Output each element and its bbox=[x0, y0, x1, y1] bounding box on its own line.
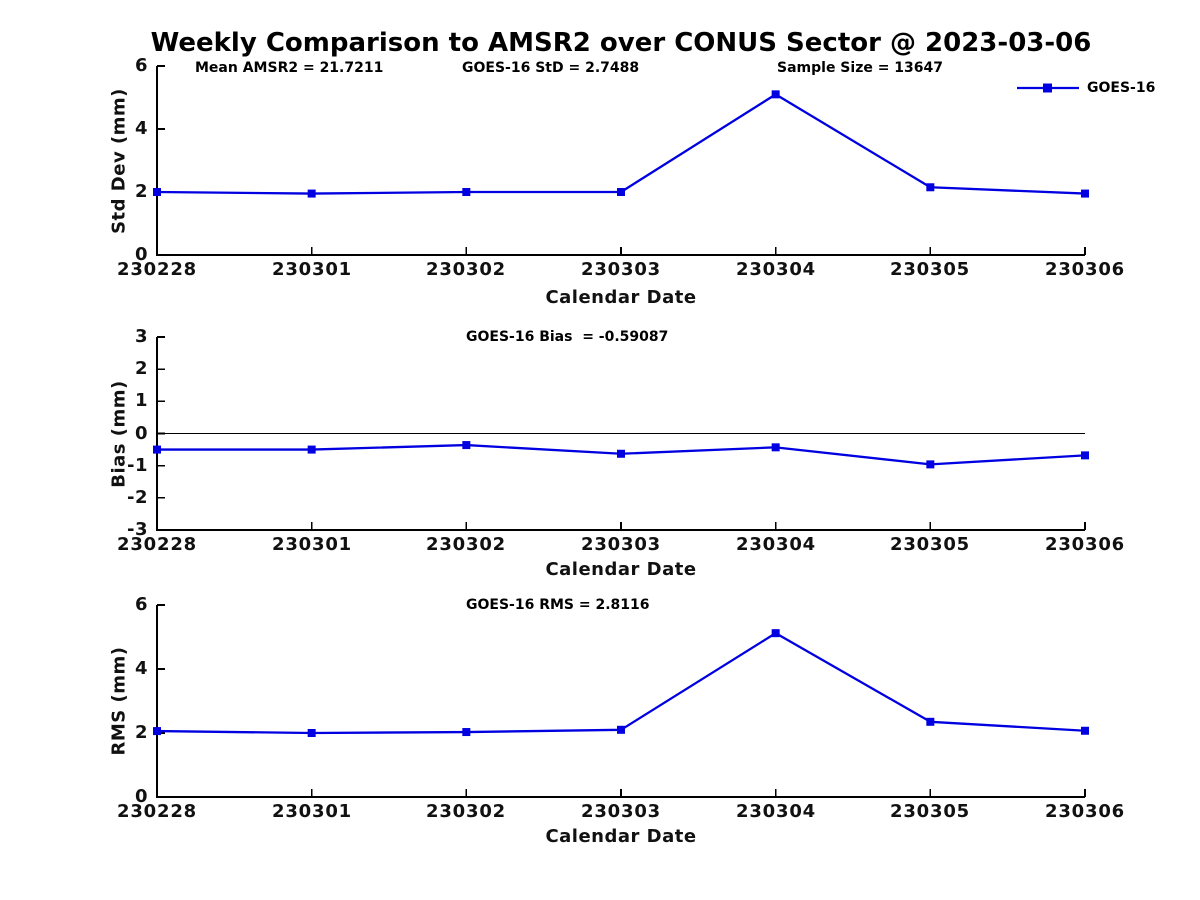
y-tick-label: 6 bbox=[134, 55, 148, 76]
annotation-goes16-bias: GOES-16 Bias = -0.59087 bbox=[466, 329, 669, 345]
y-tick-label: 0 bbox=[134, 786, 148, 807]
annotation-goes16-rms: GOES-16 RMS = 2.8116 bbox=[466, 597, 650, 613]
x-tick-label: 230302 bbox=[426, 801, 506, 822]
x-tick-label: 230228 bbox=[117, 534, 197, 555]
y-tick-label: 0 bbox=[134, 244, 148, 265]
x-tick-label: 230306 bbox=[1045, 534, 1125, 555]
y-tick-label: 1 bbox=[134, 390, 148, 411]
y-tick-label: -2 bbox=[127, 487, 148, 508]
y-tick-label: 2 bbox=[134, 181, 148, 202]
y-tick-label: 4 bbox=[134, 658, 148, 679]
x-tick-label: 230305 bbox=[890, 534, 970, 555]
y-tick-label: 2 bbox=[134, 722, 148, 743]
x-tick-label: 230302 bbox=[426, 259, 506, 280]
x-tick-label: 230304 bbox=[736, 534, 816, 555]
y-tick-label: 3 bbox=[134, 326, 148, 347]
x-tick-label: 230304 bbox=[736, 801, 816, 822]
y-tick-label: 4 bbox=[134, 118, 148, 139]
x-tick-label: 230302 bbox=[426, 534, 506, 555]
x-tick-label: 230301 bbox=[272, 801, 352, 822]
legend-line-sample-icon bbox=[1017, 83, 1079, 93]
x-tick-label: 230303 bbox=[581, 534, 661, 555]
x-tick-label: 230306 bbox=[1045, 259, 1125, 280]
ylabel-stddev: Std Dev (mm) bbox=[108, 88, 130, 234]
y-tick-label: -3 bbox=[127, 519, 148, 540]
x-tick-label: 230228 bbox=[117, 259, 197, 280]
figure-title: Weekly Comparison to AMSR2 over CONUS Se… bbox=[150, 28, 1092, 58]
x-tick-label: 230305 bbox=[890, 801, 970, 822]
annotation-mean-amsr2: Mean AMSR2 = 21.7211 bbox=[195, 60, 384, 76]
x-tick-label: 230303 bbox=[581, 801, 661, 822]
xlabel-bias-plot: Calendar Date bbox=[545, 559, 697, 580]
y-tick-label: -1 bbox=[127, 455, 148, 476]
y-tick-label: 0 bbox=[134, 423, 148, 444]
xlabel-stddev-plot: Calendar Date bbox=[545, 287, 697, 308]
y-tick-label: 2 bbox=[134, 358, 148, 379]
legend-label: GOES-16 bbox=[1087, 80, 1156, 96]
x-tick-label: 230301 bbox=[272, 534, 352, 555]
x-tick-label: 230305 bbox=[890, 259, 970, 280]
legend: GOES-16 bbox=[1015, 79, 1155, 97]
annotation-goes16-std: GOES-16 StD = 2.7488 bbox=[462, 60, 640, 76]
xlabel-rms-plot: Calendar Date bbox=[545, 826, 697, 847]
x-tick-label: 230228 bbox=[117, 801, 197, 822]
x-tick-label: 230301 bbox=[272, 259, 352, 280]
x-tick-label: 230306 bbox=[1045, 801, 1125, 822]
x-tick-label: 230304 bbox=[736, 259, 816, 280]
x-tick-label: 230303 bbox=[581, 259, 661, 280]
annotation-sample-size: Sample Size = 13647 bbox=[777, 60, 944, 76]
y-tick-label: 6 bbox=[134, 594, 148, 615]
